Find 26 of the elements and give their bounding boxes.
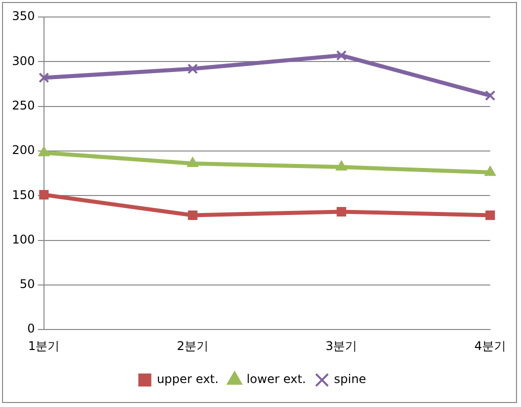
legend-label: upper ext. [156,372,219,386]
point [484,166,496,176]
point [336,50,347,61]
y-tick-label: 0 [27,322,35,336]
point [188,210,198,220]
point [336,160,348,171]
point [38,146,50,156]
legend-label: spine [334,372,366,386]
legend-label: lower ext. [246,372,306,386]
y-tick-label: 250 [12,98,35,112]
y-tick-label: 200 [12,143,35,158]
y-tick-label: 150 [12,188,35,202]
y-tick-label: 350 [12,9,35,24]
point [187,64,198,74]
x-tick-label: 2분기 [176,338,208,353]
point [186,156,198,167]
x-tick-label: 3분기 [326,338,358,353]
x-tick-label: 1분기 [28,338,60,353]
point [485,210,495,220]
point [484,90,496,101]
x-tick-label: 4분기 [474,338,506,353]
point [336,206,346,216]
y-tick-label: 300 [12,54,35,68]
y-tick-label: 50 [20,277,35,292]
y-tick-label: 100 [12,232,35,246]
point [38,72,50,83]
